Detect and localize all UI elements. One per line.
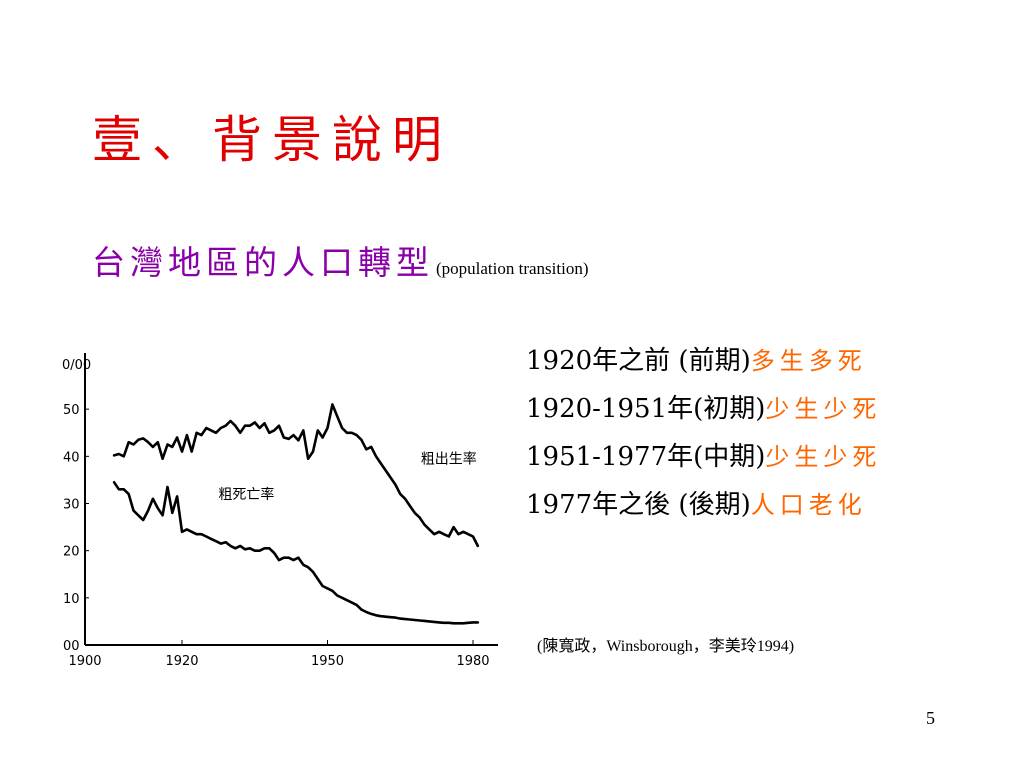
stage-description: 多生多死 (750, 347, 867, 375)
transition-stages-list: 1920年之前 (前期)多生多死 1920-1951年(初期)少生少死 1951… (526, 340, 881, 532)
slide-title: 壹、背景說明 (92, 111, 452, 169)
page-number: 5 (926, 708, 935, 728)
x-tick-label: 1980 (456, 654, 489, 669)
subtitle-main: 台灣地區的人口轉型 (92, 243, 434, 282)
y-tick-label: 30 (63, 498, 80, 513)
stage-period: 1951-1977年(中期) (526, 442, 766, 472)
y-tick-label: 50 (63, 403, 80, 418)
y-tick-label: 20 (63, 545, 80, 560)
series-line-death-rate (112, 481, 480, 625)
y-tick-label: 40 (63, 450, 80, 465)
x-tick-label: 1920 (165, 654, 198, 669)
series-label-death-rate: 粗死亡率 (218, 486, 274, 503)
stage-period: 1920年之前 (前期) (526, 346, 751, 376)
stage-description: 少生少死 (765, 395, 882, 423)
stage-period: 1977年之後 (後期) (526, 490, 751, 520)
stage-item: 1920年之前 (前期)多生多死 (526, 340, 881, 388)
stage-description: 人口老化 (750, 491, 867, 519)
series-label-birth-rate: 粗出生率 (421, 450, 477, 467)
stage-item: 1951-1977年(中期)少生少死 (526, 436, 881, 484)
population-transition-chart: 0/00 00 10 20 30 40 50 1900 1920 1950 1980 粗死亡率 粗出生率 (62, 353, 498, 669)
stage-period: 1920-1951年(初期) (526, 394, 766, 424)
slide-subtitle: 台灣地區的人口轉型 (population transition) (92, 236, 589, 284)
citation: (陳寬政，Winsborough，李美玲1994) (537, 638, 795, 655)
stage-description: 少生少死 (765, 443, 882, 471)
subtitle-english: (population transition) (436, 259, 589, 278)
y-tick-label: 00 (63, 639, 80, 654)
x-tick-label: 1950 (311, 654, 344, 669)
y-tick-label: 10 (63, 592, 80, 607)
y-axis-label: 0/00 (62, 358, 91, 373)
x-tick-label: 1900 (68, 654, 101, 669)
stage-item: 1977年之後 (後期)人口老化 (526, 484, 881, 532)
stage-item: 1920-1951年(初期)少生少死 (526, 388, 881, 436)
series-line-birth-rate (112, 403, 480, 548)
